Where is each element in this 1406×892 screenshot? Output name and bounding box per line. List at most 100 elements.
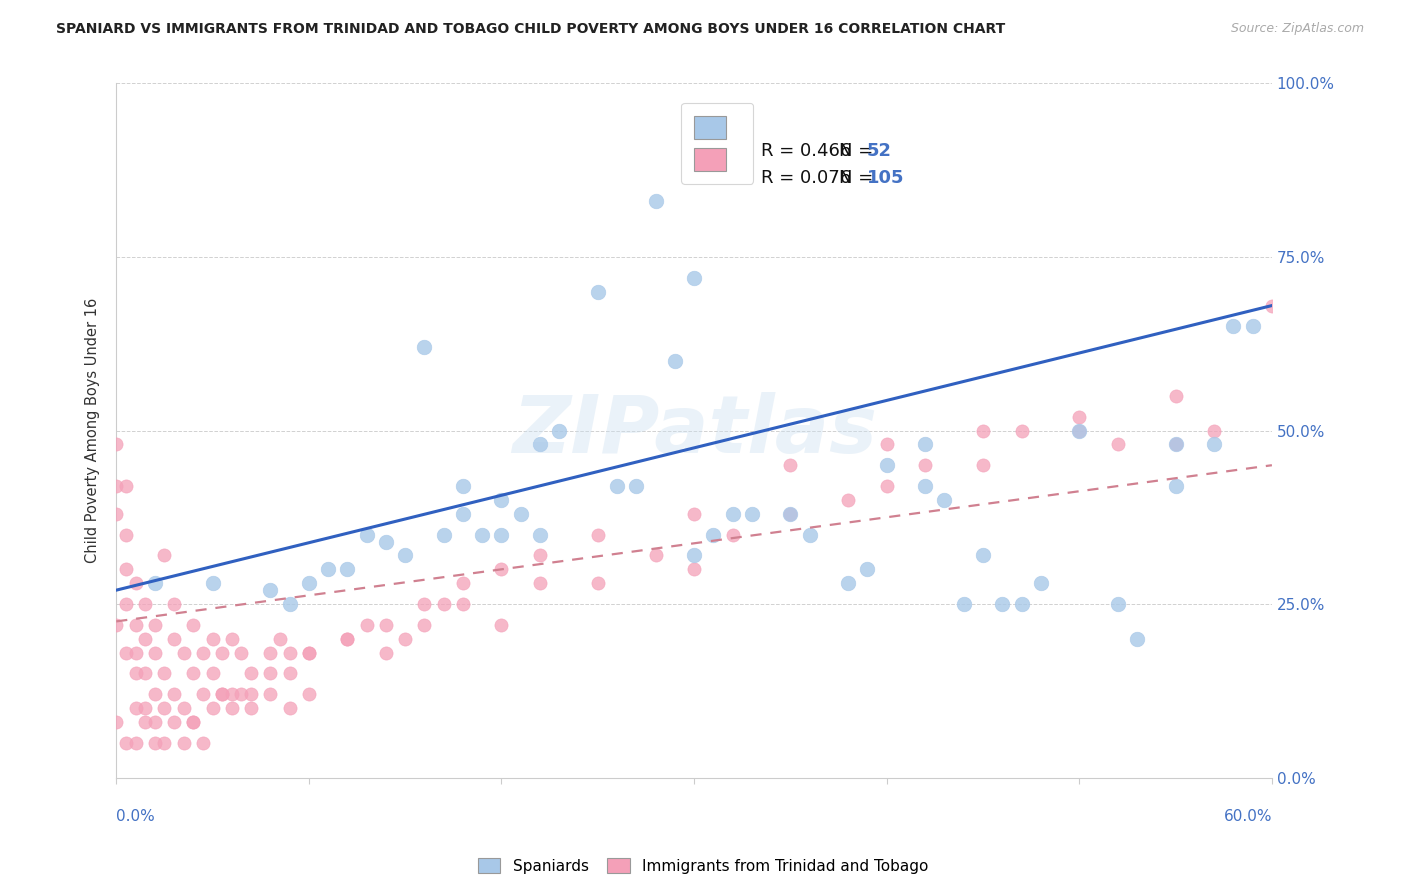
- Text: SPANIARD VS IMMIGRANTS FROM TRINIDAD AND TOBAGO CHILD POVERTY AMONG BOYS UNDER 1: SPANIARD VS IMMIGRANTS FROM TRINIDAD AND…: [56, 22, 1005, 37]
- Point: [721, 507, 744, 521]
- Point: [451, 479, 474, 493]
- Point: [972, 458, 994, 473]
- Point: [374, 618, 396, 632]
- Point: [683, 562, 706, 576]
- Point: [1164, 437, 1187, 451]
- Point: [143, 714, 166, 729]
- Point: [163, 714, 186, 729]
- Point: [181, 714, 204, 729]
- Text: Source: ZipAtlas.com: Source: ZipAtlas.com: [1230, 22, 1364, 36]
- Point: [124, 701, 146, 715]
- Point: [231, 687, 253, 701]
- Point: [952, 597, 974, 611]
- Text: 0.0%: 0.0%: [117, 809, 155, 824]
- Point: [163, 597, 186, 611]
- Legend: , : ,: [681, 103, 754, 184]
- Point: [134, 714, 156, 729]
- Point: [548, 424, 571, 438]
- Text: R = 0.466: R = 0.466: [761, 143, 852, 161]
- Point: [143, 646, 166, 660]
- Point: [356, 618, 378, 632]
- Point: [914, 437, 936, 451]
- Point: [143, 687, 166, 701]
- Point: [143, 618, 166, 632]
- Point: [115, 736, 138, 750]
- Point: [1222, 319, 1244, 334]
- Point: [201, 632, 224, 646]
- Point: [153, 666, 176, 681]
- Point: [433, 597, 456, 611]
- Point: [115, 562, 138, 576]
- Point: [1069, 424, 1091, 438]
- Point: [914, 479, 936, 493]
- Point: [201, 576, 224, 591]
- Point: [991, 597, 1014, 611]
- Point: [231, 646, 253, 660]
- Point: [914, 458, 936, 473]
- Text: N =: N =: [838, 143, 879, 161]
- Point: [394, 549, 416, 563]
- Text: N =: N =: [838, 169, 879, 187]
- Point: [173, 736, 195, 750]
- Point: [491, 618, 513, 632]
- Point: [683, 549, 706, 563]
- Point: [606, 479, 628, 493]
- Point: [1107, 437, 1129, 451]
- Point: [491, 562, 513, 576]
- Point: [837, 576, 859, 591]
- Point: [394, 632, 416, 646]
- Point: [191, 687, 214, 701]
- Point: [1164, 437, 1187, 451]
- Legend: Spaniards, Immigrants from Trinidad and Tobago: Spaniards, Immigrants from Trinidad and …: [471, 852, 935, 880]
- Point: [1126, 632, 1149, 646]
- Point: [191, 646, 214, 660]
- Point: [211, 646, 233, 660]
- Point: [1204, 437, 1226, 451]
- Point: [413, 340, 436, 354]
- Point: [115, 597, 138, 611]
- Point: [1107, 597, 1129, 611]
- Point: [644, 549, 666, 563]
- Point: [298, 646, 321, 660]
- Point: [779, 458, 801, 473]
- Point: [741, 507, 763, 521]
- Point: [173, 701, 195, 715]
- Point: [105, 507, 128, 521]
- Point: [115, 527, 138, 541]
- Point: [1241, 319, 1264, 334]
- Point: [799, 527, 821, 541]
- Point: [143, 576, 166, 591]
- Point: [934, 492, 956, 507]
- Point: [374, 534, 396, 549]
- Point: [856, 562, 879, 576]
- Point: [105, 618, 128, 632]
- Point: [298, 576, 321, 591]
- Point: [105, 714, 128, 729]
- Point: [221, 632, 243, 646]
- Point: [115, 646, 138, 660]
- Point: [105, 437, 128, 451]
- Point: [876, 458, 898, 473]
- Point: [1164, 389, 1187, 403]
- Point: [240, 666, 263, 681]
- Text: 52: 52: [866, 143, 891, 161]
- Point: [240, 701, 263, 715]
- Point: [278, 701, 301, 715]
- Point: [1204, 424, 1226, 438]
- Point: [1011, 597, 1033, 611]
- Point: [124, 666, 146, 681]
- Point: [336, 632, 359, 646]
- Point: [124, 736, 146, 750]
- Y-axis label: Child Poverty Among Boys Under 16: Child Poverty Among Boys Under 16: [86, 298, 100, 563]
- Point: [972, 424, 994, 438]
- Point: [664, 354, 686, 368]
- Point: [134, 632, 156, 646]
- Point: [1011, 424, 1033, 438]
- Point: [876, 479, 898, 493]
- Point: [153, 549, 176, 563]
- Point: [529, 576, 551, 591]
- Point: [529, 437, 551, 451]
- Point: [586, 285, 609, 299]
- Point: [153, 736, 176, 750]
- Point: [269, 632, 291, 646]
